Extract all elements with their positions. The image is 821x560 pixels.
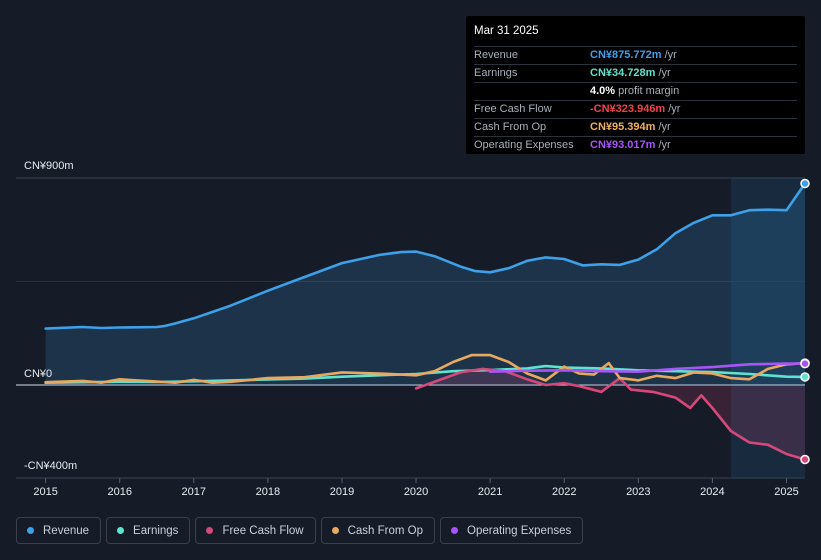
legend-toggle-revenue[interactable]: Revenue (16, 517, 102, 544)
free-cash-flow-area (416, 368, 805, 460)
legend-toggle-earnings[interactable]: Earnings (106, 517, 191, 544)
tooltip-row-value: -CN¥323.946m (590, 103, 666, 115)
legend-label: Operating Expenses (467, 524, 572, 537)
legend-dot-icon (206, 527, 214, 534)
tooltip-row: Cash From Op CN¥95.394m/yr (474, 119, 797, 137)
tooltip-row: Free Cash Flow -CN¥323.946m/yr (474, 101, 797, 119)
operating-expenses-end-marker (800, 358, 810, 369)
tooltip-row-label: Earnings (474, 67, 518, 79)
tooltip-row-label: Free Cash Flow (474, 103, 552, 115)
tooltip-row-value: CN¥95.394m (590, 121, 656, 133)
cash-from-op-line (44, 353, 807, 384)
x-tick-label-2016: 2016 (107, 486, 131, 498)
legend-dot-icon (117, 527, 125, 534)
x-tick-label-2015: 2015 (33, 486, 57, 498)
legend-label: Cash From Op (347, 524, 424, 537)
tooltip-row: Operating Expenses CN¥93.017m/yr (474, 137, 797, 154)
legend-dot-icon (27, 527, 34, 534)
x-tick-label-2022: 2022 (552, 486, 576, 498)
series-lines (44, 182, 807, 461)
x-tick-label-2023: 2023 (626, 486, 650, 498)
revenue-end-marker (800, 178, 810, 189)
legend-label: Earnings (133, 524, 179, 537)
x-tick-label-2019: 2019 (330, 486, 354, 498)
tooltip-row-unit: /yr (658, 121, 671, 133)
tooltip-row-label: Operating Expenses (474, 139, 574, 151)
chart-legend: Revenue Earnings Free Cash Flow Cash From O… (16, 517, 584, 546)
y-tick-label-top: CN¥900m (24, 160, 74, 172)
x-tick-label-2017: 2017 (182, 486, 206, 498)
revenue-area (45, 183, 806, 385)
legend-dot-icon (331, 527, 339, 534)
grid-lines (16, 177, 805, 479)
tooltip-row-unit: /yr (668, 103, 681, 115)
x-tick-label-2021: 2021 (478, 486, 502, 498)
y-tick-label-bottom: -CN¥400m (24, 460, 78, 472)
x-tick-label-2020: 2020 (404, 486, 428, 498)
tooltip-row: Earnings CN¥34.728m/yr (474, 65, 797, 83)
free-cash-flow-end-marker (800, 454, 810, 465)
x-tick-label-2024: 2024 (700, 486, 724, 498)
recent-period-highlight (730, 178, 805, 478)
tooltip-row-value: CN¥34.728m (590, 67, 656, 79)
legend-toggle-operating-expenses[interactable]: Operating Expenses (440, 517, 584, 544)
legend-toggle-free-cash-flow[interactable]: Free Cash Flow (195, 517, 316, 544)
earnings-end-marker (800, 372, 810, 382)
data-tooltip: Mar 31 2025 Revenue CN¥875.772m/yr Earning… (466, 16, 805, 154)
tooltip-row-value: CN¥875.772m (590, 49, 662, 61)
y-tick-label-zero: CN¥0 (24, 368, 53, 380)
legend-toggle-cash-from-op[interactable]: Cash From Op (320, 517, 436, 544)
x-tick-label-2025: 2025 (774, 486, 798, 498)
x-axis-ticks: 2015 2016 2017 2018 2019 2020 2021 2022 2023 2024… (33, 478, 799, 498)
series-areas (45, 183, 806, 460)
tooltip-row: 4.0% profit margin (474, 83, 797, 101)
legend-dot-icon (451, 527, 459, 534)
legend-label: Free Cash Flow (222, 524, 304, 537)
x-tick-label-2018: 2018 (256, 486, 280, 498)
operating-expenses-line (488, 362, 807, 373)
series-end-markers (800, 178, 810, 465)
tooltip-row-value: 4.0% (590, 85, 616, 97)
tooltip-row-unit: /yr (658, 67, 671, 79)
tooltip-row-unit: profit margin (618, 85, 680, 97)
tooltip-row-label: Cash From Op (474, 121, 547, 133)
free-cash-flow-line (414, 367, 807, 461)
tooltip-row-unit: /yr (658, 139, 671, 151)
tooltip-row-label (474, 83, 590, 100)
legend-label: Revenue (43, 524, 90, 537)
tooltip-row-unit: /yr (664, 49, 677, 61)
revenue-line (44, 182, 807, 330)
tooltip-row-label: Revenue (474, 49, 519, 61)
tooltip-row: Revenue CN¥875.772m/yr (474, 47, 797, 65)
tooltip-date: Mar 31 2025 (474, 24, 797, 47)
tooltip-row-value: CN¥93.017m (590, 139, 656, 151)
